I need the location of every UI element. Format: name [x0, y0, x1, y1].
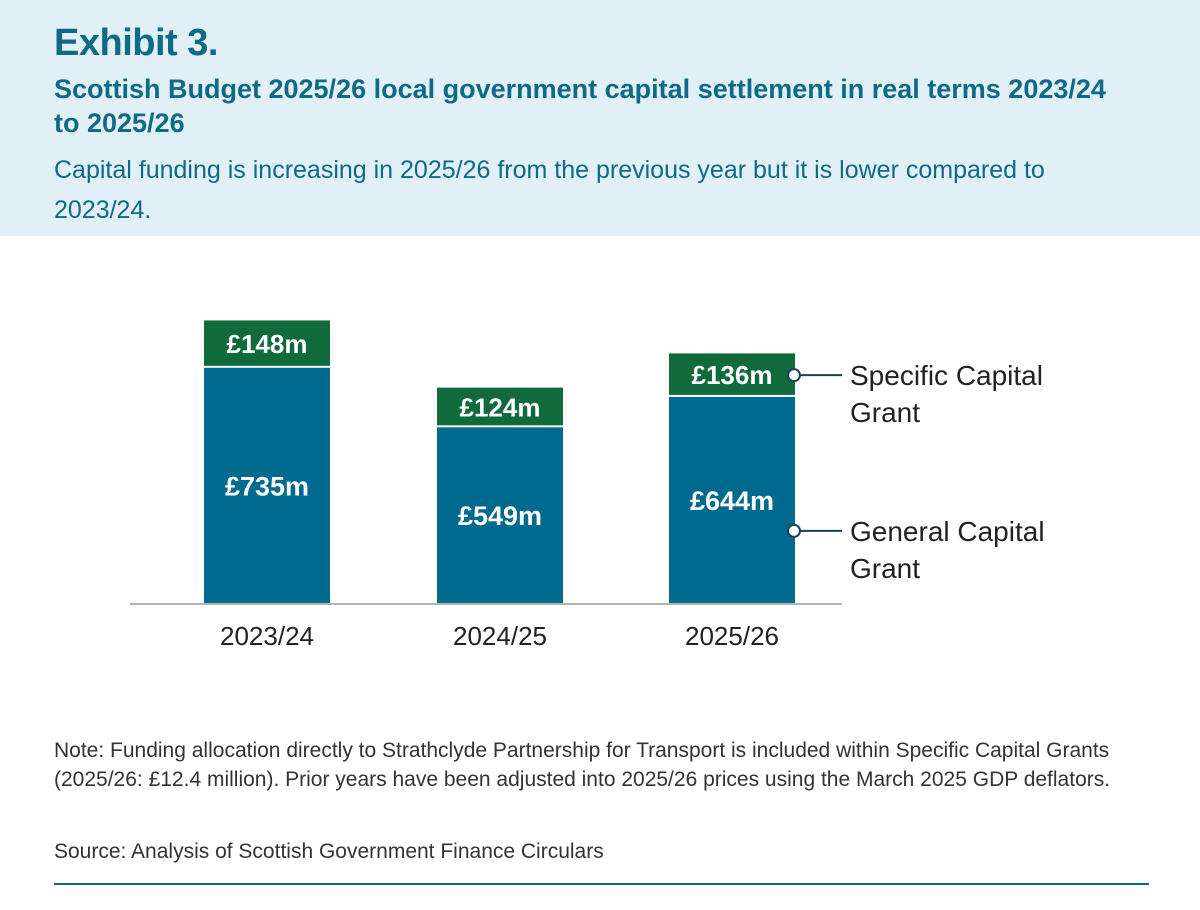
chart-note: Note: Funding allocation directly to Str… [54, 739, 1111, 791]
data-label: £644m [690, 486, 774, 516]
data-label: £136m [692, 360, 773, 390]
x-tick-label: 2024/25 [453, 621, 547, 651]
legend-label: Grant [850, 553, 920, 584]
data-label: £124m [460, 392, 541, 422]
legend-label: Specific Capital [850, 360, 1043, 391]
header-panel: Exhibit 3. Scottish Budget 2025/26 local… [0, 0, 1200, 236]
data-label: £148m [227, 329, 308, 359]
chart-title: Scottish Budget 2025/26 local government… [54, 74, 1106, 138]
legend-marker [787, 368, 801, 383]
footer-divider [54, 883, 1149, 885]
x-tick-label: 2023/24 [220, 621, 314, 651]
legend-marker [787, 523, 801, 538]
data-label: £549m [458, 501, 542, 531]
legend-label: Grant [850, 397, 920, 428]
bar-specific-capital-grant-2023-24 [204, 320, 330, 366]
bar-specific-capital-grant-2024-25 [437, 387, 563, 426]
bar-specific-capital-grant-2025-26 [669, 353, 795, 395]
exhibit-number: Exhibit 3. [54, 22, 218, 64]
bar-general-capital-grant-2023-24 [204, 367, 330, 603]
data-label: £735m [225, 471, 309, 501]
bar-general-capital-grant-2025-26 [669, 396, 795, 603]
chart-source: Source: Analysis of Scottish Government … [54, 840, 604, 863]
legend-label: General Capital [850, 516, 1045, 547]
x-tick-label: 2025/26 [685, 621, 779, 651]
stacked-bar-chart: £735m £148m 2023/24 £549m £124m 2024/25 £644m £… [130, 320, 1045, 651]
chart-subtitle: Capital funding is increasing in 2025/26… [54, 156, 1045, 224]
bar-general-capital-grant-2024-25 [437, 427, 563, 603]
